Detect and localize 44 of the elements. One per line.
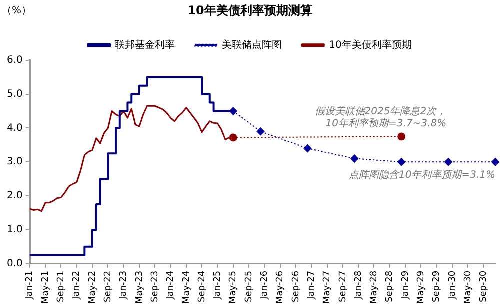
x-tick-label: Sep-30 [479, 270, 490, 303]
y-tick-label: 0.0 [6, 258, 23, 270]
annotation: 点阵图隐含10年利率预期=3.1% [348, 169, 496, 182]
x-tick-label: Sep-22 [104, 270, 114, 303]
legend-label: 联邦基金利率 [115, 38, 176, 51]
x-tick-label: May-29 [416, 270, 427, 304]
x-tick-label: May-27 [322, 270, 333, 304]
y-tick-label: 1.0 [6, 224, 23, 236]
x-tick-label: Jan-27 [306, 270, 317, 300]
x-tick-label: May-25 [228, 270, 239, 304]
x-tick-label: May-30 [463, 270, 474, 304]
annotation: 假设美联储2025年降息2次， 10年利率预期=3.7~3.8% [314, 106, 447, 130]
x-tick-label: Sep-28 [385, 270, 396, 303]
x-tick-label: May-21 [40, 270, 51, 304]
x-tick-label: Sep-23 [150, 270, 160, 303]
y-tick-label: 2.0 [6, 190, 23, 202]
legend-label: 10年美债利率预期 [329, 38, 412, 51]
x-tick-label: Sep-24 [197, 270, 208, 303]
x-tick-label: Jan-25 [213, 270, 224, 300]
x-tick-label: Sep-21 [56, 270, 67, 303]
x-tick-label: Jan-30 [448, 270, 458, 300]
y-tick-label: 4.0 [6, 122, 23, 134]
x-tick-label: Jan-21 [25, 270, 36, 300]
x-tick-label: Jan-29 [400, 270, 411, 300]
x-tick-label: Sep-27 [338, 270, 348, 303]
x-tick-label: May-24 [182, 270, 192, 304]
y-tick-label: 5.0 [6, 88, 23, 100]
x-tick-label: Jan-23 [119, 270, 130, 300]
y-tick-label: 6.0 [6, 54, 23, 66]
x-tick-label: Jan-22 [72, 270, 82, 300]
x-tick-label: Jan-26 [260, 270, 270, 300]
x-tick-label: Sep-25 [244, 270, 254, 303]
x-tick-label: Sep-29 [432, 270, 442, 303]
chart-title: 10年美债利率预期测算 [188, 3, 312, 18]
x-tick-label: Jan-24 [166, 270, 176, 300]
x-tick-label: May-22 [88, 270, 98, 304]
legend-label: 美联储点阵图 [222, 38, 282, 51]
x-tick-label: Sep-26 [291, 270, 302, 303]
x-tick-label: May-26 [276, 270, 286, 304]
y-tick-label: 3.0 [6, 156, 23, 168]
x-tick-label: Jan-28 [354, 270, 364, 300]
x-tick-label: May-28 [370, 270, 380, 304]
y-axis-title: （%） [2, 6, 32, 17]
x-tick-label: May-23 [134, 270, 145, 304]
